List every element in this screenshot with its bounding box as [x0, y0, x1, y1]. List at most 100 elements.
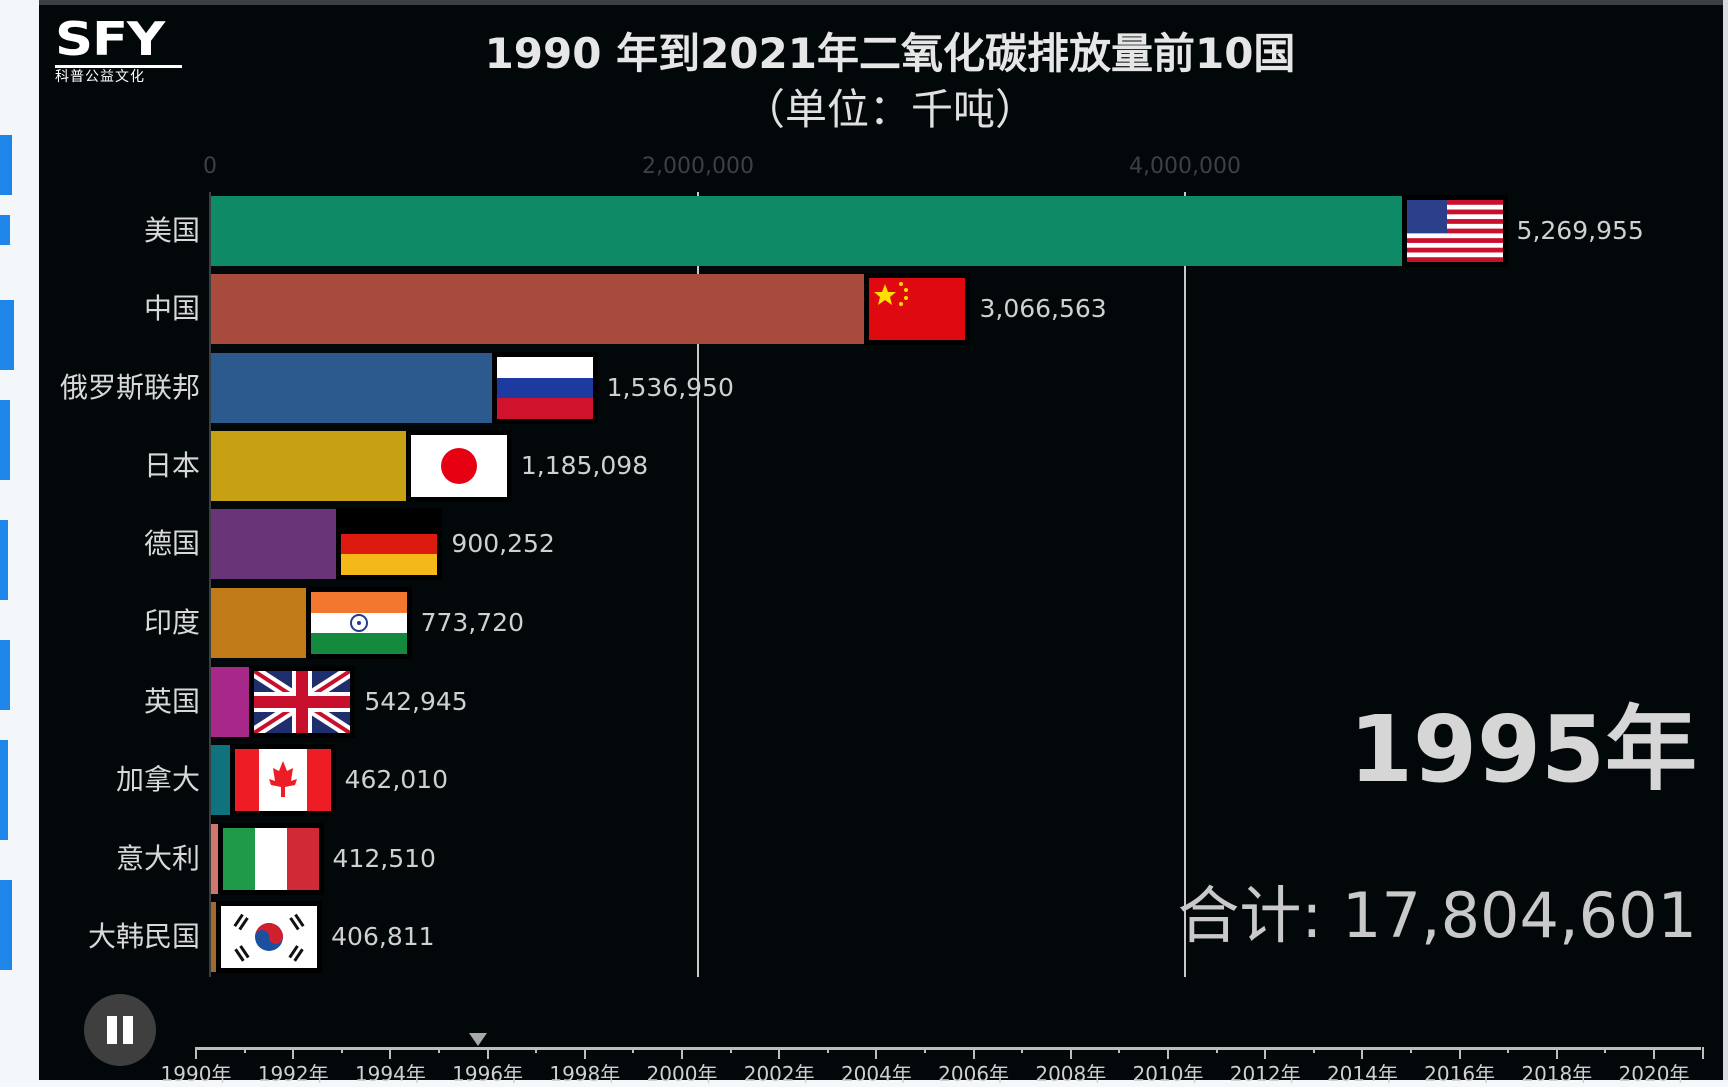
pause-button[interactable] — [84, 994, 156, 1066]
timeline-year-label[interactable]: 2008年 — [1035, 1062, 1107, 1086]
sfy-logo: SFY 科普公益文化 — [55, 16, 185, 86]
timeline-tick — [972, 1047, 975, 1059]
bar-value-label: 5,269,955 — [1516, 216, 1644, 245]
timeline-tick — [340, 1047, 343, 1053]
bar-value-label: 900,252 — [451, 529, 555, 558]
timeline-tick — [681, 1047, 683, 1059]
timeline-tick — [243, 1047, 246, 1053]
timeline-tick — [1507, 1047, 1510, 1053]
timeline-tick — [826, 1047, 829, 1053]
total-caption: 合计: — [1177, 879, 1323, 952]
row-label: 加拿大 — [115, 763, 200, 796]
timeline-year-label[interactable]: 1994年 — [354, 1062, 426, 1086]
bar-value-label: 1,536,950 — [606, 373, 734, 402]
gb-flag-icon — [254, 671, 351, 733]
timeline-tick — [1167, 1047, 1169, 1059]
us-flag-icon — [1406, 200, 1503, 262]
bar-value-label: 1,185,098 — [520, 451, 649, 480]
kr-flag-icon — [221, 906, 318, 968]
timeline-tick — [486, 1047, 489, 1059]
timeline-year-label[interactable]: 1992年 — [257, 1062, 329, 1086]
ru-flag-icon — [496, 357, 593, 419]
timeline-year-label[interactable]: 2014年 — [1326, 1062, 1398, 1086]
timeline-tick — [1555, 1047, 1558, 1059]
it-flag-icon — [222, 828, 319, 890]
timeline-year-label[interactable]: 2020年 — [1618, 1062, 1690, 1086]
row-label: 德国 — [143, 527, 200, 560]
total-label: 合计: 17,804,601 — [1177, 880, 1697, 952]
timeline-year-label[interactable]: 2004年 — [840, 1062, 912, 1086]
timeline-year-label[interactable]: 2016年 — [1424, 1062, 1496, 1086]
timeline-year-label[interactable]: 2018年 — [1521, 1062, 1593, 1086]
timeline-tick — [1701, 1047, 1704, 1059]
caption-glyph — [0, 300, 14, 370]
cn-flag-icon — [869, 278, 966, 340]
gridline-2m — [697, 192, 699, 977]
timeline-tick — [1215, 1047, 1218, 1053]
timeline-tick — [1264, 1047, 1267, 1059]
de-flag-icon — [341, 513, 438, 575]
caption-glyph — [0, 400, 10, 480]
caption-glyph — [0, 880, 12, 970]
timeline-tick — [583, 1047, 586, 1059]
timeline-slider[interactable] — [196, 1047, 1701, 1050]
left-side-caption-strip — [0, 0, 39, 1080]
in-flag-icon — [310, 592, 407, 654]
timeline-year-label[interactable]: 1996年 — [452, 1062, 524, 1086]
window-edge — [1723, 0, 1728, 1080]
timeline-tick — [1458, 1047, 1461, 1059]
timeline-year-label[interactable]: 2002年 — [743, 1062, 815, 1086]
bar-value-label: 406,811 — [331, 922, 435, 951]
timeline-year-label[interactable]: 1998年 — [549, 1062, 621, 1086]
gridline-4m — [1184, 192, 1186, 977]
y-axis-line — [209, 192, 211, 977]
caption-glyph — [0, 520, 8, 600]
logo-tagline: 科普公益文化 — [55, 69, 145, 85]
row-label: 印度 — [143, 606, 200, 639]
x-tick-2m: 2,000,000 — [642, 154, 754, 179]
current-year-label: 1995年 — [1348, 696, 1697, 803]
timeline-tick — [1069, 1047, 1072, 1059]
logo-brand: SFY — [55, 12, 165, 66]
chart-title: 1990 年到2021年二氧化碳排放量前10国 — [484, 29, 1296, 78]
timeline-tick — [1361, 1047, 1364, 1059]
logo-rule — [55, 65, 182, 68]
timeline-tick — [389, 1047, 392, 1059]
timeline-year-label[interactable]: 2006年 — [938, 1062, 1010, 1086]
row-label: 大韩民国 — [87, 920, 200, 953]
x-tick-0: 0 — [203, 154, 217, 179]
caption-glyph — [0, 640, 10, 710]
timeline-tick — [1021, 1047, 1024, 1053]
total-value: 17,804,601 — [1342, 879, 1697, 952]
caption-glyph — [0, 135, 12, 195]
caption-glyph — [0, 215, 10, 245]
row-label: 美国 — [143, 214, 200, 247]
jp-flag-icon — [410, 435, 507, 497]
timeline-tick — [195, 1047, 197, 1059]
timeline-tick — [729, 1047, 732, 1053]
bar-value-label: 412,510 — [332, 844, 436, 873]
timeline-tick — [924, 1047, 926, 1053]
timeline-tick — [1604, 1047, 1607, 1053]
bar — [210, 196, 1495, 266]
timeline-tick — [438, 1047, 440, 1053]
timeline-year-label[interactable]: 2000年 — [646, 1062, 718, 1086]
timeline-year-label[interactable]: 2010年 — [1132, 1062, 1204, 1086]
bar — [210, 274, 958, 344]
x-tick-4m: 4,000,000 — [1129, 154, 1241, 179]
timeline-tick — [875, 1047, 878, 1059]
bar-value-label: 3,066,563 — [979, 294, 1107, 323]
timeline-tick — [292, 1047, 295, 1059]
bar-value-label: 462,010 — [344, 765, 448, 794]
timeline-year-label[interactable]: 2012年 — [1229, 1062, 1301, 1086]
timeline-tick — [1118, 1047, 1121, 1053]
timeline-tick — [1312, 1047, 1315, 1053]
timeline-year-label[interactable]: 1990年 — [160, 1062, 232, 1086]
timeline-tick — [1653, 1047, 1655, 1059]
timeline-tick — [632, 1047, 635, 1053]
row-label: 中国 — [143, 292, 200, 325]
timeline-tick — [535, 1047, 538, 1053]
timeline-tick — [778, 1047, 781, 1059]
row-label: 英国 — [143, 685, 200, 718]
timeline-position-marker[interactable] — [468, 1033, 487, 1046]
